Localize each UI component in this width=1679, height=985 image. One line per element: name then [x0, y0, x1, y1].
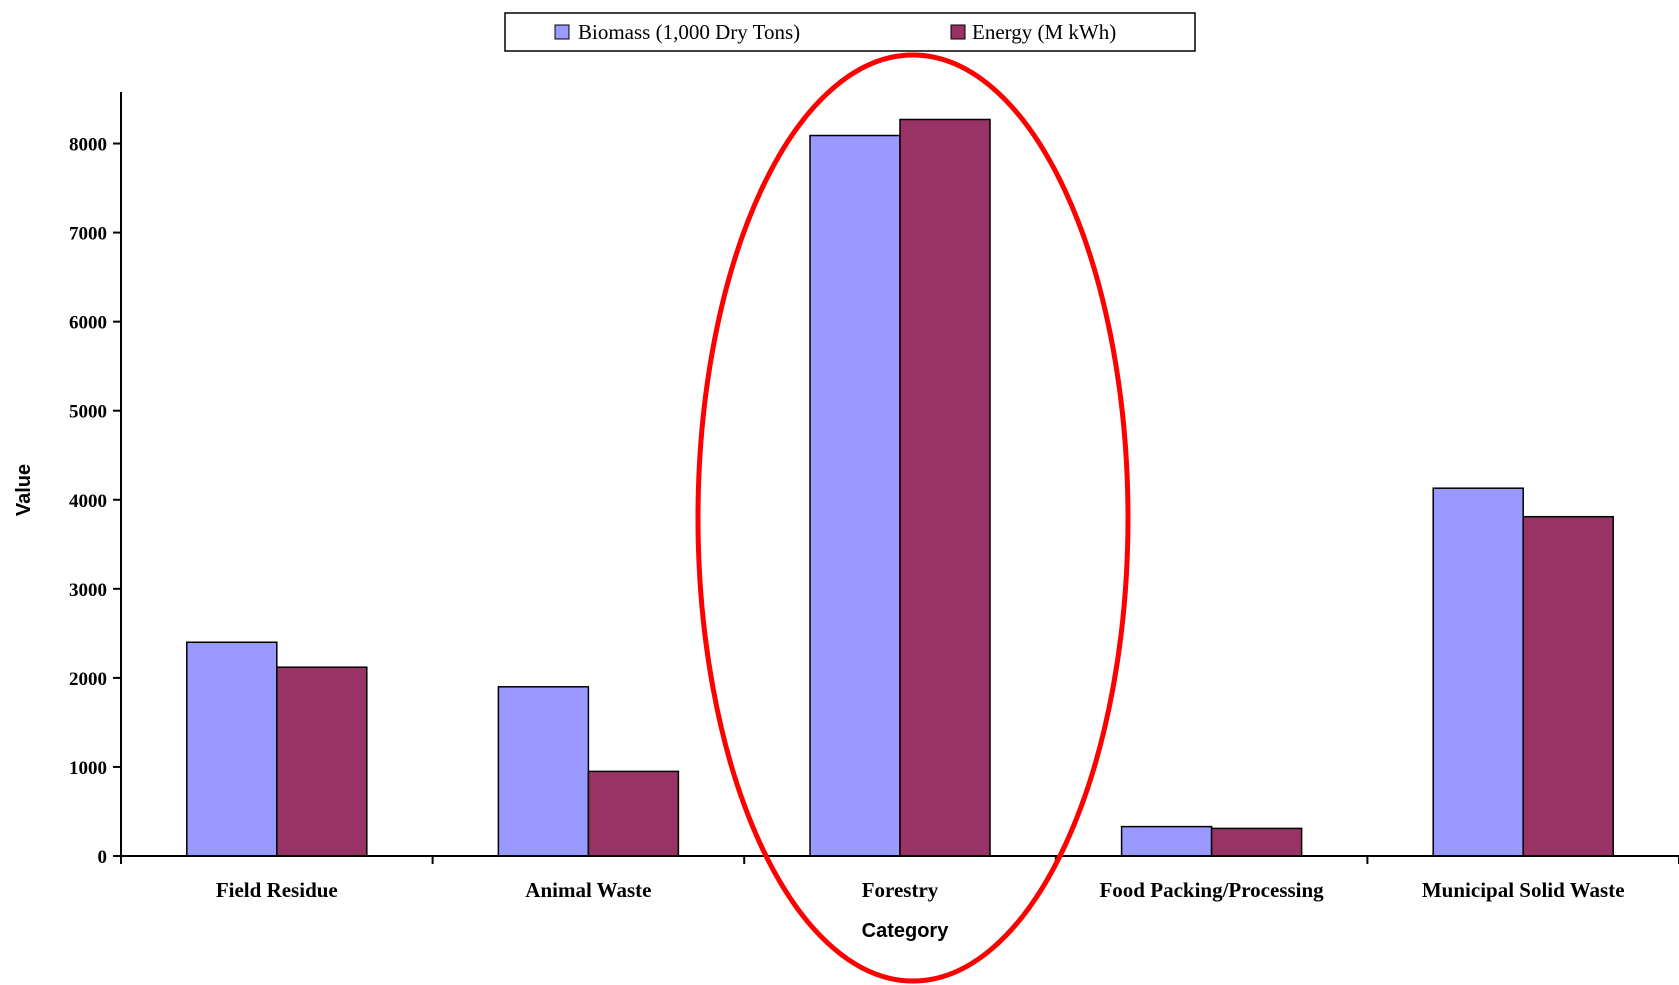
- forestry-highlight-ellipse: [695, 52, 1131, 984]
- y-tick-label: 0: [98, 847, 108, 868]
- y-tick-label: 5000: [69, 402, 107, 423]
- bar-biomass-3: [1120, 825, 1213, 857]
- y-tick-label: 4000: [69, 491, 107, 512]
- bar-biomass-1: [497, 686, 590, 857]
- category-labels: Field Residue Animal Waste Forestry Food Pa…: [216, 878, 1625, 902]
- x-axis-title: Category: [862, 920, 950, 942]
- legend-swatch-energy: [950, 24, 966, 40]
- bar-energy-4: [1522, 515, 1614, 857]
- legend-box: [504, 12, 1196, 52]
- bar-energy-2: [899, 118, 991, 857]
- bars: [186, 118, 1614, 857]
- legend-label-energy: Energy (M kWh): [972, 20, 1116, 44]
- category-label: Field Residue: [216, 878, 338, 902]
- x-axis-ticks: [120, 856, 1679, 864]
- legend-label-biomass: Biomass (1,000 Dry Tons): [578, 20, 800, 44]
- legend: Biomass (1,000 Dry Tons) Energy (M kWh): [504, 12, 1196, 52]
- bar-energy-0: [276, 666, 368, 857]
- y-axis-title: Value: [13, 464, 35, 516]
- category-label: Municipal Solid Waste: [1422, 878, 1625, 902]
- bar-energy-3: [1210, 827, 1303, 857]
- y-tick-label: 8000: [69, 135, 107, 156]
- y-tick-label: 6000: [69, 313, 107, 334]
- bar-biomass-4: [1432, 487, 1524, 857]
- bar-biomass-2: [809, 134, 901, 857]
- y-tick-label: 3000: [69, 580, 107, 601]
- y-tick-label: 7000: [69, 224, 107, 245]
- bar-energy-1: [587, 770, 680, 857]
- category-label: Food Packing/Processing: [1099, 878, 1324, 902]
- y-axis-ticks: 0 1000 2000 3000 4000 5000 6000 7000 8000: [69, 135, 121, 868]
- category-label: Animal Waste: [525, 878, 651, 902]
- y-tick-label: 2000: [69, 669, 107, 690]
- category-label: Forestry: [862, 878, 939, 902]
- y-tick-label: 1000: [69, 758, 107, 779]
- legend-swatch-biomass: [554, 24, 570, 40]
- bar-biomass-0: [186, 641, 278, 857]
